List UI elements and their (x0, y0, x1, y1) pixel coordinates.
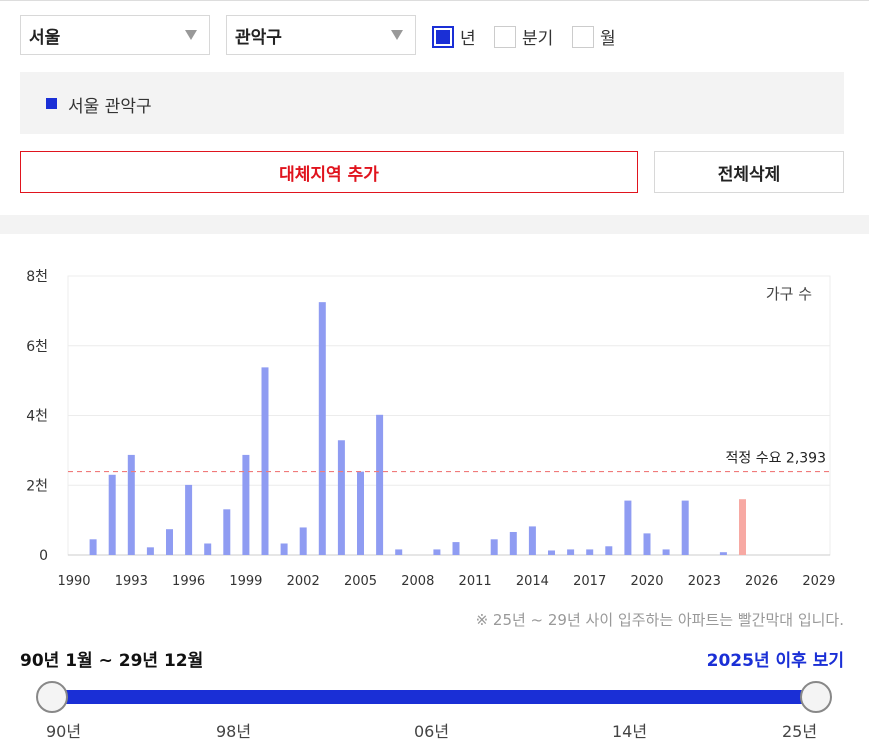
bar (490, 539, 498, 555)
bar (643, 533, 651, 555)
x-tick-label: 2008 (401, 574, 434, 589)
bar (299, 527, 307, 555)
bar (548, 550, 555, 555)
checkbox-icon (494, 25, 516, 48)
x-tick-label: 1990 (57, 574, 90, 589)
selected-regions-panel: 서울 관악구 (20, 72, 844, 134)
y-tick-label: 4천 (26, 409, 48, 425)
period-month-checkbox[interactable]: 월 (572, 24, 616, 49)
bar (242, 454, 250, 555)
x-tick-label: 2029 (802, 574, 835, 589)
district-select[interactable]: 관악구 (226, 15, 416, 55)
x-tick-label: 1999 (229, 574, 262, 589)
section-divider (0, 215, 869, 234)
range-tick: 98년 (216, 722, 252, 741)
bar (146, 547, 154, 555)
x-tick-label: 2026 (745, 574, 778, 589)
bar (662, 549, 670, 555)
range-slider-track[interactable] (52, 690, 816, 704)
chevron-down-icon (185, 30, 197, 40)
city-select-value: 서울 (29, 27, 61, 48)
legend-square-icon (46, 98, 57, 109)
bar (624, 500, 632, 555)
city-select[interactable]: 서울 (20, 15, 210, 55)
reference-line-label: 적정 수요 2,393 (726, 451, 827, 467)
period-quarter-checkbox[interactable]: 분기 (494, 24, 553, 49)
legend-region-label: 서울 관악구 (68, 97, 152, 117)
bar (337, 440, 345, 555)
bar (357, 471, 364, 555)
bar (567, 549, 575, 555)
bar (127, 454, 135, 555)
bar (204, 543, 212, 555)
bar (166, 529, 173, 555)
y-tick-label: 6천 (26, 339, 48, 355)
range-tick: 25년 (782, 722, 818, 741)
district-select-value: 관악구 (235, 27, 282, 48)
x-tick-label: 2011 (459, 574, 492, 589)
bar (452, 542, 460, 555)
bar (280, 543, 288, 555)
checkbox-checked-icon (432, 25, 454, 48)
chevron-down-icon (391, 30, 403, 40)
y-tick-label: 8천 (26, 269, 48, 285)
bar (223, 509, 231, 555)
supply-bar-chart: 0 2천 4천 6천 8천 1990 1993 1996 1999 2002 2005 2008 201… (26, 269, 835, 589)
x-tick-label: 1993 (115, 574, 148, 589)
period-quarter-label: 분기 (522, 29, 554, 49)
period-month-label: 월 (600, 29, 616, 49)
y-tick-label: 2천 (26, 478, 48, 494)
bar (318, 302, 326, 555)
bar (376, 414, 384, 555)
date-range-label: 90년 1월 ~ 29년 12월 (20, 651, 204, 671)
bar (433, 549, 441, 555)
x-tick-label: 2002 (287, 574, 320, 589)
period-year-label: 년 (460, 29, 476, 49)
bar (185, 484, 193, 555)
range-end-handle[interactable] (800, 681, 832, 713)
add-region-button[interactable]: 대체지역 추가 (20, 151, 638, 193)
period-year-checkbox[interactable]: 년 (432, 24, 476, 49)
range-tick: 90년 (46, 722, 82, 741)
range-tick: 06년 (414, 722, 450, 741)
future-bar-note: ※ 25년 ~ 29년 사이 입주하는 아파트는 빨간막대 입니다. (475, 611, 844, 629)
bar (395, 549, 403, 555)
series-label: 가구 수 (766, 285, 812, 303)
bar (509, 531, 517, 555)
top-border (0, 0, 869, 1)
after-2025-link[interactable]: 2025년 이후 보기 (706, 651, 844, 671)
checkbox-icon (572, 25, 594, 48)
x-tick-label: 2005 (344, 574, 377, 589)
bar (89, 539, 97, 555)
future-bar (739, 499, 746, 555)
x-tick-label: 2020 (630, 574, 663, 589)
bar (681, 500, 689, 555)
bar (528, 526, 536, 555)
range-tick: 14년 (612, 722, 648, 741)
bar (261, 367, 269, 555)
range-start-handle[interactable] (36, 681, 68, 713)
bar (719, 552, 727, 555)
y-tick-label: 0 (39, 548, 48, 564)
bar (605, 546, 613, 555)
x-tick-label: 2023 (688, 574, 721, 589)
bar (108, 474, 116, 555)
x-tick-label: 1996 (172, 574, 205, 589)
bar (586, 549, 594, 555)
delete-all-button[interactable]: 전체삭제 (654, 151, 844, 193)
x-tick-label: 2017 (573, 574, 606, 589)
x-tick-label: 2014 (516, 574, 549, 589)
